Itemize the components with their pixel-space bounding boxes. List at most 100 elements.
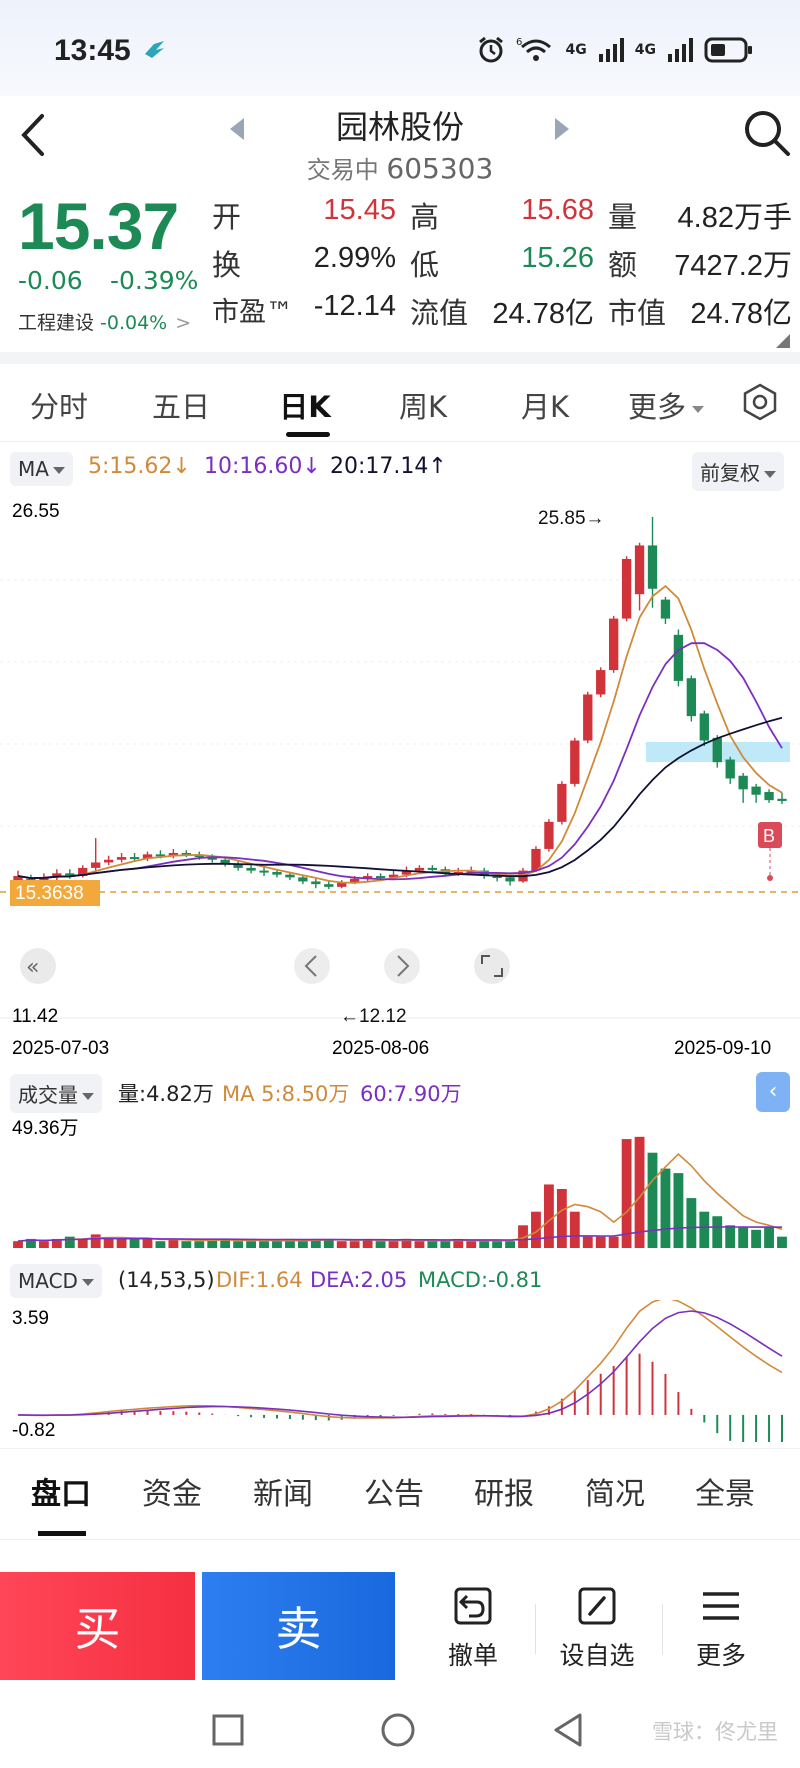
candle xyxy=(725,759,735,779)
candle xyxy=(52,873,62,878)
macd-selector[interactable]: MACD xyxy=(10,1264,102,1298)
tab-intraday[interactable]: 分时 xyxy=(29,390,88,424)
adjust-selector[interactable]: 前复权 xyxy=(692,452,784,491)
candle xyxy=(78,867,88,877)
volume-bar xyxy=(77,1238,88,1248)
volume-bar xyxy=(634,1136,645,1248)
tab-panorama[interactable]: 全景 xyxy=(695,1477,755,1512)
pan-right-button[interactable] xyxy=(384,948,420,984)
volume-bar xyxy=(155,1241,166,1248)
signal-badge[interactable]: B xyxy=(758,822,782,881)
volume-chart[interactable]: 49.36万 xyxy=(0,1110,800,1252)
next-stock-arrow-icon[interactable] xyxy=(555,118,569,140)
volume-bar xyxy=(712,1216,723,1248)
volume-ma5: MA 5:8.50万 xyxy=(222,1082,350,1106)
candle xyxy=(259,870,269,873)
cancel-order-button[interactable]: 撤单 xyxy=(418,1582,528,1672)
prev-stock-arrow-icon[interactable] xyxy=(230,118,244,140)
tab-capital[interactable]: 资金 xyxy=(142,1477,202,1512)
home-icon[interactable] xyxy=(380,1712,416,1748)
candlestick-chart[interactable]: 15.3638 26.55 11.42 25.85→ ←12.12 B « 20… xyxy=(0,488,800,1062)
sector-pct: -0.04% xyxy=(100,312,168,334)
volume-bar xyxy=(466,1241,477,1248)
clock: 13:45 xyxy=(54,34,131,67)
volume-bar xyxy=(142,1238,153,1248)
volume-bar xyxy=(129,1238,140,1248)
tab-order-book[interactable]: 盘口 xyxy=(31,1477,91,1512)
candle xyxy=(453,871,463,874)
volume-bar xyxy=(323,1238,334,1248)
volume-bar xyxy=(103,1238,114,1248)
stock-code: 605303 xyxy=(386,152,494,185)
fullscreen-button[interactable] xyxy=(474,948,510,984)
tab-profile[interactable]: 简况 xyxy=(585,1477,645,1512)
sector-link[interactable]: 工程建设 -0.04% > xyxy=(18,308,191,335)
volume-bar xyxy=(660,1168,671,1248)
sell-button[interactable]: 卖 xyxy=(202,1572,395,1680)
candle xyxy=(388,874,399,878)
macd-params: (14,53,5) xyxy=(118,1268,215,1292)
macd-indicator-row: MACD (14,53,5) DIF:1.64 DEA:2.05 MACD:-0… xyxy=(0,1262,800,1302)
scroll-left-button[interactable]: « xyxy=(20,948,56,984)
app-notification-icon xyxy=(145,41,164,58)
volume-bar xyxy=(38,1241,49,1248)
candle xyxy=(557,783,567,822)
expand-corner-icon[interactable] xyxy=(776,334,790,348)
tab-monthly-k[interactable]: 月K xyxy=(520,390,570,424)
volume-bar xyxy=(479,1241,490,1248)
wifi-icon: 6 xyxy=(516,37,551,61)
ma20-value: 20:17.14↑ xyxy=(330,454,447,479)
battery-icon xyxy=(704,37,752,63)
ma-selector[interactable]: MA xyxy=(10,452,73,486)
recent-apps-icon[interactable] xyxy=(212,1714,244,1746)
quote-label: 市盈™ xyxy=(212,297,293,328)
date-label: 2025-07-03 xyxy=(12,1038,109,1059)
macd-chart[interactable]: 3.59 -0.82 xyxy=(0,1300,800,1442)
chart-settings-icon[interactable] xyxy=(740,382,780,422)
volume-bar xyxy=(13,1241,23,1248)
tab-research[interactable]: 研报 xyxy=(474,1477,534,1512)
status-icons: 6 4G 4G xyxy=(476,32,754,68)
macd-value: MACD:-0.81 xyxy=(418,1268,543,1292)
volume-bar xyxy=(375,1241,386,1248)
tab-announcements[interactable]: 公告 xyxy=(364,1477,424,1512)
low-annotation: ←12.12 xyxy=(340,1006,407,1027)
volume-bar xyxy=(272,1241,282,1248)
buy-button[interactable]: 买 xyxy=(0,1572,195,1680)
candle xyxy=(362,876,373,879)
volume-bar xyxy=(492,1241,503,1248)
active-tab-indicator xyxy=(286,432,330,437)
tab-more[interactable]: 更多 xyxy=(618,384,714,426)
candle xyxy=(181,852,192,855)
candle xyxy=(531,848,541,871)
current-price-tag-text: 15.3638 xyxy=(15,883,84,904)
volume-selector-label: 成交量 xyxy=(18,1083,78,1107)
candle xyxy=(738,775,748,790)
back-icon[interactable] xyxy=(14,108,54,162)
volume-ma60: 60:7.90万 xyxy=(360,1082,462,1106)
tab-weekly-k[interactable]: 周K xyxy=(398,390,448,424)
pan-left-button[interactable] xyxy=(294,948,330,984)
volume-bar xyxy=(751,1229,762,1248)
search-icon[interactable] xyxy=(742,108,792,158)
high-annotation: 25.85→ xyxy=(538,508,605,529)
tab-five-day[interactable]: 五日 xyxy=(151,390,210,424)
y-axis-max: 26.55 xyxy=(12,501,60,522)
ma-indicator-row: MA 5:15.62↓ 10:16.60↓ 20:17.14↑ 前复权 xyxy=(0,448,800,491)
quote-value: 4.82万手 xyxy=(677,202,792,234)
candle xyxy=(777,798,787,801)
collapse-panel-button[interactable]: ‹ xyxy=(756,1072,790,1112)
tab-news[interactable]: 新闻 xyxy=(253,1477,313,1512)
candle xyxy=(246,867,256,871)
svg-text:«: « xyxy=(26,955,39,980)
volume-selector[interactable]: 成交量 xyxy=(10,1074,102,1113)
candle xyxy=(414,867,425,871)
volume-bar xyxy=(233,1241,244,1248)
add-watchlist-button[interactable]: 设自选 xyxy=(542,1582,652,1672)
back-nav-icon[interactable] xyxy=(552,1712,584,1748)
more-button[interactable]: 更多 xyxy=(666,1582,776,1672)
quote-value: 15.26 xyxy=(521,242,594,274)
volume-ma60-line xyxy=(17,1226,783,1242)
price-change-pct: -0.39% xyxy=(110,266,199,295)
tab-daily-k[interactable]: 日K xyxy=(279,390,331,424)
